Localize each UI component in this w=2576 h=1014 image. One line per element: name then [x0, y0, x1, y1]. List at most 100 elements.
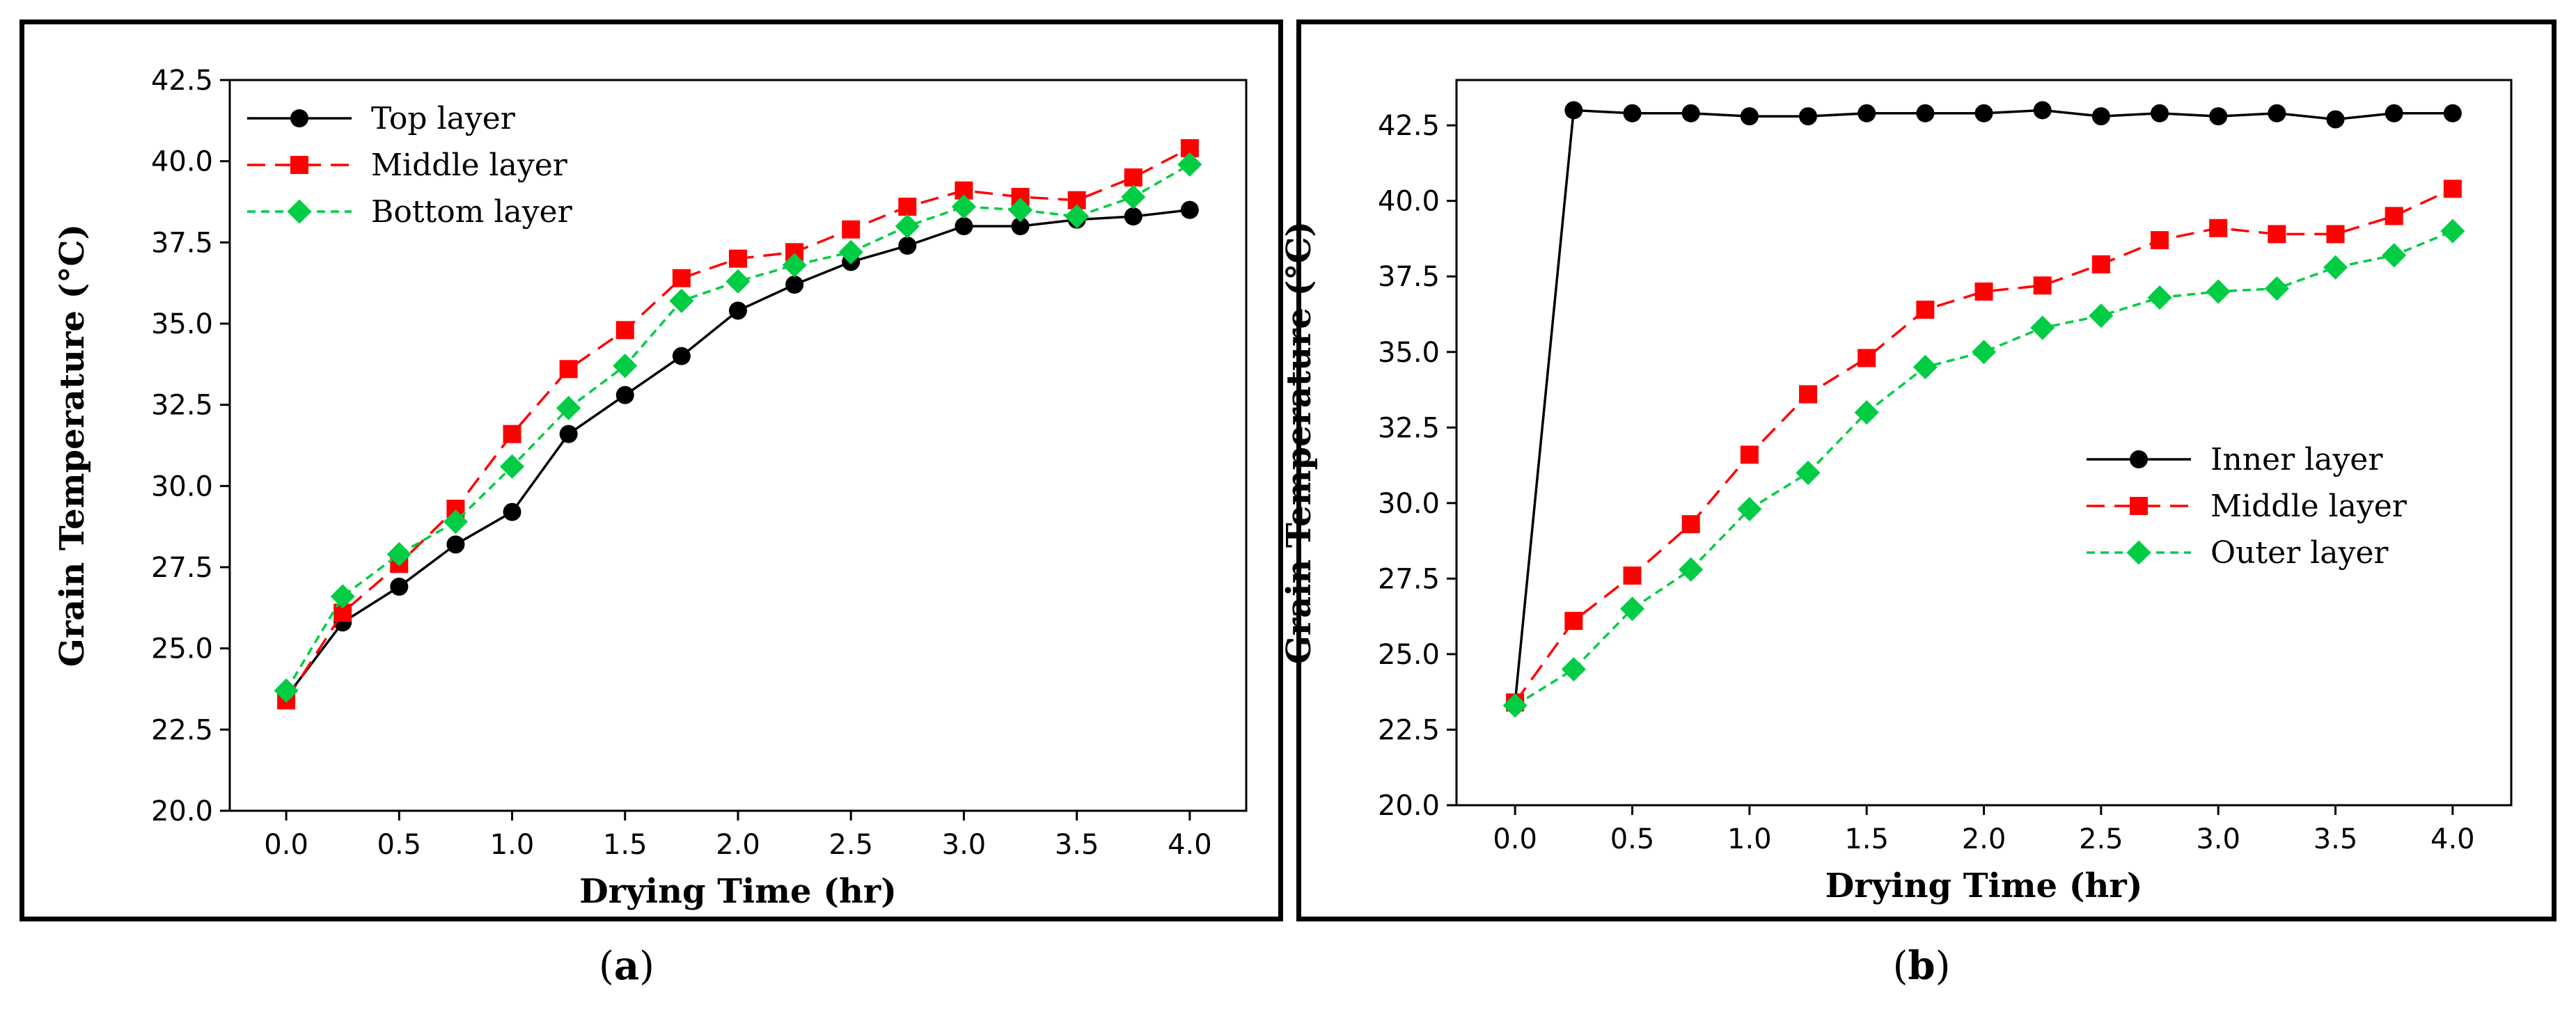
chart-b-point-inner-layer	[1799, 107, 1817, 126]
chart-a-point-top-layer	[898, 237, 917, 255]
chart-a-point-middle-layer	[898, 198, 917, 216]
chart-a-legend-label-bottom-layer: Bottom layer	[371, 194, 573, 230]
chart-b-xtick-label: 2.0	[1962, 823, 2006, 855]
chart-b-legend-label-outer-layer: Outer layer	[2210, 535, 2389, 571]
chart-b-point-outer-layer	[2382, 243, 2407, 268]
chart-b-point-inner-layer	[2033, 101, 2052, 120]
chart-a-point-middle-layer	[1124, 168, 1142, 187]
chart-a-point-top-layer	[559, 425, 578, 443]
chart-a-plot-frame	[228, 79, 1248, 812]
chart-b-point-middle-layer	[1974, 282, 1993, 301]
chart-a-xlabel: Drying Time (hr)	[579, 872, 897, 911]
chart-b-point-inner-layer	[1858, 104, 1876, 122]
chart-a-ytick-label: 30.0	[151, 470, 213, 502]
chart-a-series-bottom-layer	[274, 152, 1202, 703]
chart-b-point-outer-layer	[1913, 354, 1938, 380]
chart-a-point-top-layer	[446, 535, 465, 554]
chart-b-line-outer-layer	[1514, 230, 2453, 707]
chart-a-line-middle-layer	[285, 147, 1191, 702]
chart-b-point-middle-layer	[2033, 276, 2052, 295]
chart-a-point-middle-layer	[842, 220, 861, 239]
chart-b-ytick-label: 22.5	[1378, 714, 1440, 746]
chart-b-ytick-label: 40.0	[1378, 186, 1440, 218]
chart-a-point-middle-layer	[672, 269, 691, 287]
chart-a-point-top-layer	[1180, 200, 1199, 219]
chart-a-point-top-layer	[1011, 217, 1030, 235]
chart-a-point-top-layer	[729, 301, 747, 320]
chart-b-point-outer-layer	[1679, 557, 1704, 582]
chart-b-point-middle-layer	[1623, 567, 1642, 585]
chart-b-point-outer-layer	[2147, 285, 2172, 310]
chart-a-legend-label-top-layer: Top layer	[371, 101, 516, 136]
chart-b-legend-label-inner-layer: Inner layer	[2210, 442, 2383, 477]
chart-a-ytick-label: 20.0	[151, 795, 213, 827]
chart-a-point-bottom-layer	[1177, 152, 1202, 177]
chart-a-point-top-layer	[390, 578, 409, 596]
chart-a-point-bottom-layer	[782, 253, 807, 278]
chart-b-point-inner-layer	[1564, 101, 1583, 120]
chart-b-xtick-label: 4.0	[2430, 823, 2475, 855]
chart-a-xtick-label: 1.5	[603, 829, 647, 861]
chart-b-point-inner-layer	[2209, 107, 2228, 126]
chart-a-point-bottom-layer	[443, 509, 468, 534]
chart-a-point-top-layer	[503, 502, 521, 521]
chart-a-legend: Top layer Middle layer Bottom layer	[247, 101, 573, 230]
chart-a-point-top-layer	[1124, 207, 1142, 225]
chart-b-line-inner-layer	[1514, 109, 2453, 703]
chart-b-point-inner-layer	[1974, 104, 1993, 122]
chart-a-point-middle-layer	[503, 425, 521, 443]
chart-a-point-top-layer	[785, 276, 804, 294]
chart-b-point-inner-layer	[2091, 107, 2110, 126]
chart-a-xtick-label: 1.0	[490, 829, 535, 861]
chart-a-point-bottom-layer	[1121, 184, 1146, 209]
chart-b-legend-marker-middle-layer	[2130, 497, 2148, 515]
chart-b-point-inner-layer	[1916, 104, 1935, 122]
chart-b-point-middle-layer	[1799, 385, 1817, 404]
chart-b-point-inner-layer	[2385, 104, 2403, 122]
chart-b-legend-label-middle-layer: Middle layer	[2210, 489, 2408, 524]
chart-b-ytick-label: 32.5	[1378, 412, 1440, 444]
chart-b-point-middle-layer	[2268, 225, 2286, 244]
chart-a-point-bottom-layer	[500, 454, 525, 479]
chart-b-ytick-label: 20.0	[1378, 790, 1440, 822]
chart-a-point-top-layer	[955, 217, 973, 235]
chart-a-ytick-label: 40.0	[151, 146, 213, 178]
chart-b-point-outer-layer	[1561, 657, 1586, 682]
chart-a-ytick-label: 37.5	[151, 227, 213, 259]
chart-a-point-middle-layer	[729, 249, 747, 268]
chart-a-ytick-label: 35.0	[151, 308, 213, 340]
chart-b-point-middle-layer	[2443, 180, 2462, 198]
chart-a-xtick-label: 0.0	[264, 829, 308, 861]
chart-b-point-outer-layer	[1619, 596, 1645, 621]
chart-a-xtick-label: 3.0	[942, 829, 987, 861]
chart-a-point-middle-layer	[615, 321, 634, 340]
chart-b-point-inner-layer	[1740, 107, 1759, 126]
chart-b-xtick-label: 0.0	[1493, 823, 1537, 855]
chart-a-xtick-label: 3.5	[1055, 829, 1099, 861]
chart-a-ytick-label: 42.5	[151, 65, 213, 97]
chart-a-point-bottom-layer	[669, 288, 694, 313]
chart-a-svg: 20.0 22.5 25.0 27.5 30.0 32.5 35.0 37.5 40.0 42.5…	[53, 65, 1248, 911]
chart-a-legend-marker-top-layer	[290, 109, 308, 127]
chart-a-xtick-label: 2.5	[828, 829, 873, 861]
chart-b-point-middle-layer	[2209, 219, 2228, 237]
chart-b-point-middle-layer	[1740, 445, 1759, 464]
chart-b-point-middle-layer	[2091, 255, 2110, 274]
chart-a-legend-marker-middle-layer	[290, 156, 308, 174]
chart-b-xtick-label: 1.0	[1727, 823, 1772, 855]
chart-b-point-middle-layer	[1564, 612, 1583, 631]
chart-a-point-top-layer	[615, 386, 634, 404]
chart-a-point-bottom-layer	[1065, 204, 1090, 229]
chart-a-point-middle-layer	[559, 360, 578, 379]
chart-b-ytick-label: 25.0	[1378, 639, 1440, 671]
chart-a-point-bottom-layer	[613, 354, 638, 379]
chart-b-point-outer-layer	[2030, 315, 2055, 340]
chart-b-point-outer-layer	[2323, 255, 2348, 280]
chart-b-point-inner-layer	[1681, 104, 1700, 122]
chart-b-point-inner-layer	[2268, 104, 2286, 122]
chart-b-series-middle-layer	[1506, 180, 2462, 712]
chart-a-ylabel: Grain Temperature (°C)	[53, 224, 92, 667]
chart-b-ylabel: Grain Temperature (°C)	[1280, 221, 1319, 665]
chart-a-ytick-label: 32.5	[151, 390, 213, 422]
chart-b-xtick-label: 2.5	[2079, 823, 2123, 855]
